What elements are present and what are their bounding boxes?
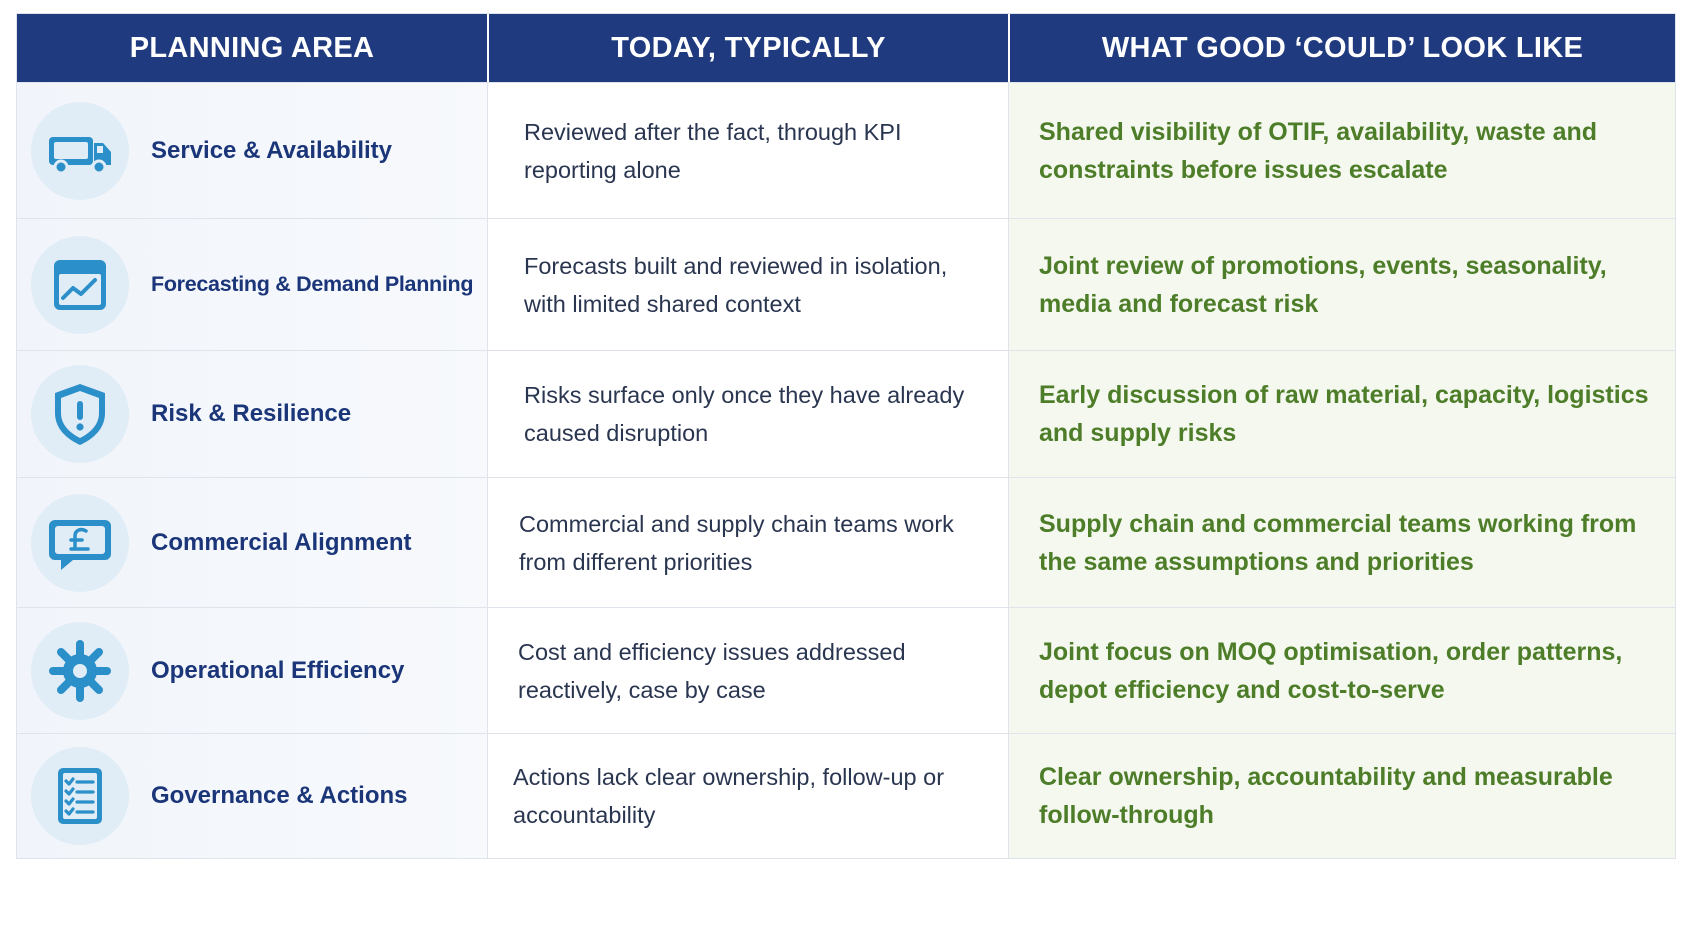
today-cell: Risks surface only once they have alread… bbox=[487, 351, 1008, 477]
table-row: Risk & Resilience Risks surface only onc… bbox=[17, 350, 1675, 477]
planning-area-cell: Forecasting & Demand Planning bbox=[17, 219, 487, 350]
table-row: Service & Availability Reviewed after th… bbox=[17, 82, 1675, 218]
planning-area-cell: Risk & Resilience bbox=[17, 351, 487, 477]
good-cell: Joint focus on MOQ optimisation, order p… bbox=[1008, 608, 1675, 733]
table-row: Forecasting & Demand Planning Forecasts … bbox=[17, 218, 1675, 350]
today-text: Reviewed after the fact, through KPI rep… bbox=[524, 118, 902, 183]
today-text: Commercial and supply chain teams work f… bbox=[519, 510, 954, 575]
today-cell: Commercial and supply chain teams work f… bbox=[487, 478, 1008, 607]
good-text: Joint focus on MOQ optimisation, order p… bbox=[1039, 637, 1623, 704]
shield-alert-icon bbox=[31, 365, 129, 463]
header-planning-area: PLANNING AREA bbox=[129, 31, 375, 64]
today-text: Forecasts built and reviewed in isolatio… bbox=[524, 252, 948, 317]
good-cell: Shared visibility of OTIF, availability,… bbox=[1008, 83, 1675, 218]
table-row: Governance & Actions Actions lack clear … bbox=[17, 733, 1675, 858]
good-text: Shared visibility of OTIF, availability,… bbox=[1039, 117, 1598, 184]
today-text: Cost and efficiency issues addressed rea… bbox=[518, 638, 906, 703]
header-what-good-could-look-like: WHAT GOOD ‘COULD’ LOOK LIKE bbox=[1008, 14, 1675, 82]
good-text: Joint review of promotions, events, seas… bbox=[1039, 251, 1607, 318]
header-today-typically: TODAY, TYPICALLY bbox=[487, 14, 1008, 82]
table-row: Commercial Alignment Commercial and supp… bbox=[17, 477, 1675, 607]
good-text: Early discussion of raw material, capaci… bbox=[1039, 381, 1649, 447]
planning-area-label: Governance & Actions bbox=[151, 782, 408, 809]
table-header: PLANNING AREA TODAY, TYPICALLY WHAT GOOD… bbox=[17, 14, 1675, 82]
today-text: Risks surface only once they have alread… bbox=[524, 382, 965, 446]
planning-area-cell: Operational Efficiency bbox=[17, 608, 487, 733]
planning-area-label: Commercial Alignment bbox=[151, 528, 412, 556]
planning-area-label: Risk & Resilience bbox=[151, 400, 352, 427]
checklist-icon bbox=[31, 747, 129, 845]
planning-area-cell: Service & Availability bbox=[17, 83, 487, 218]
planning-area-label: Service & Availability bbox=[151, 136, 393, 164]
good-cell: Clear ownership, accountability and meas… bbox=[1008, 734, 1675, 858]
today-cell: Forecasts built and reviewed in isolatio… bbox=[487, 219, 1008, 350]
planning-comparison-table: PLANNING AREA TODAY, TYPICALLY WHAT GOOD… bbox=[16, 13, 1676, 859]
today-cell: Cost and efficiency issues addressed rea… bbox=[487, 608, 1008, 733]
pound-chat-icon bbox=[31, 493, 129, 592]
table-row: Operational Efficiency Cost and efficien… bbox=[17, 607, 1675, 733]
trend-chart-icon bbox=[31, 235, 129, 334]
planning-area-cell: Governance & Actions bbox=[17, 734, 487, 858]
good-text: Clear ownership, accountability and meas… bbox=[1039, 763, 1613, 829]
good-cell: Early discussion of raw material, capaci… bbox=[1008, 351, 1675, 477]
planning-area-label: Forecasting & Demand Planning bbox=[151, 272, 474, 296]
good-cell: Joint review of promotions, events, seas… bbox=[1008, 219, 1675, 350]
truck-icon bbox=[31, 101, 129, 200]
today-cell: Actions lack clear ownership, follow-up … bbox=[487, 734, 1008, 858]
gear-icon bbox=[31, 621, 129, 720]
good-cell: Supply chain and commercial teams workin… bbox=[1008, 478, 1675, 607]
planning-area-label: Operational Efficiency bbox=[151, 656, 405, 684]
today-cell: Reviewed after the fact, through KPI rep… bbox=[487, 83, 1008, 218]
today-text: Actions lack clear ownership, follow-up … bbox=[513, 764, 945, 828]
planning-area-cell: Commercial Alignment bbox=[17, 478, 487, 607]
good-text: Supply chain and commercial teams workin… bbox=[1039, 509, 1637, 576]
